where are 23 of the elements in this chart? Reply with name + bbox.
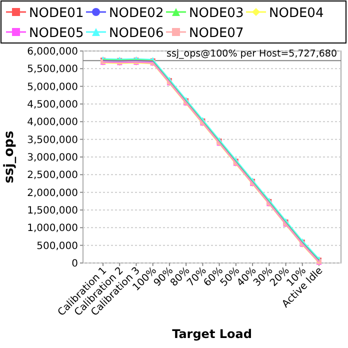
legend-label: NODE07	[189, 26, 244, 41]
y-tick-label: 2,000,000	[27, 188, 78, 199]
y-tick-label: 4,500,000	[27, 100, 78, 110]
legend-label: NODE06	[109, 26, 164, 41]
y-tick-label: 5,500,000	[27, 64, 78, 76]
ref-line-label: ssj_ops@100% per Host=5,727,680	[166, 48, 337, 60]
y-axis-title: ssj_ops	[2, 130, 17, 184]
y-tick-label: 500,000	[36, 240, 78, 252]
y-tick-label: 3,500,000	[27, 134, 78, 146]
legend-label: NODE01	[29, 6, 84, 21]
y-tick-label: 5,000,000	[27, 82, 78, 93]
legend-label: NODE05	[29, 26, 84, 41]
y-tick-label: 1,500,000	[27, 206, 78, 216]
y-tick-label: 6,000,000	[27, 46, 78, 58]
y-tick-label: 2,500,000	[27, 170, 78, 182]
y-tick-label: 0	[72, 258, 78, 270]
legend-label: NODE04	[269, 6, 324, 21]
x-axis-title: Target Load	[172, 327, 252, 341]
legend-label: NODE02	[109, 6, 164, 21]
legend-label: NODE03	[189, 6, 244, 21]
y-tick-label: 4,000,000	[27, 117, 78, 128]
y-tick-label: 1,000,000	[27, 223, 78, 234]
y-tick-label: 3,000,000	[27, 152, 78, 164]
